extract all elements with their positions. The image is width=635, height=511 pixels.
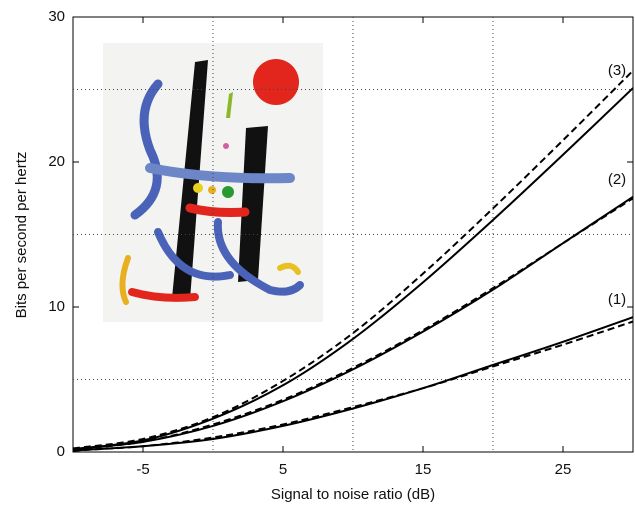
y-tick-label: 30 — [48, 8, 65, 25]
painting-shape — [128, 288, 199, 302]
series-line — [72, 197, 634, 451]
painting-shape — [208, 186, 216, 194]
painting-shape — [185, 203, 250, 217]
inset-painting — [103, 43, 323, 322]
painting-shape — [226, 92, 233, 118]
painting-shape — [154, 228, 234, 281]
series-label: (1) — [608, 291, 626, 308]
x-tick-label: -5 — [136, 461, 149, 478]
x-axis-label: Signal to noise ratio (dB) — [271, 486, 435, 503]
painting-shape — [145, 163, 295, 184]
y-tick-label: 0 — [57, 443, 65, 460]
painting-shape — [130, 79, 163, 220]
painting-shape — [223, 143, 229, 149]
x-tick-label: 25 — [555, 461, 572, 478]
painting-shape — [213, 218, 304, 296]
series-line — [72, 69, 634, 450]
series-line — [72, 320, 634, 452]
x-tick-label: 15 — [415, 461, 432, 478]
painting-shape — [238, 126, 268, 282]
painting-shape — [253, 59, 299, 105]
y-axis-label: Bits per second per hertz — [13, 152, 30, 319]
y-tick-label: 20 — [48, 153, 65, 170]
painting-shape — [172, 60, 208, 300]
series-line — [72, 87, 634, 451]
painting-shape — [193, 183, 203, 193]
x-tick-label: 5 — [279, 461, 287, 478]
painting-shape — [277, 262, 301, 275]
painting-shape — [222, 186, 234, 198]
series-label: (3) — [608, 62, 626, 79]
painting-shape — [119, 255, 131, 305]
series-label: (2) — [608, 171, 626, 188]
y-tick-label: 10 — [48, 298, 65, 315]
